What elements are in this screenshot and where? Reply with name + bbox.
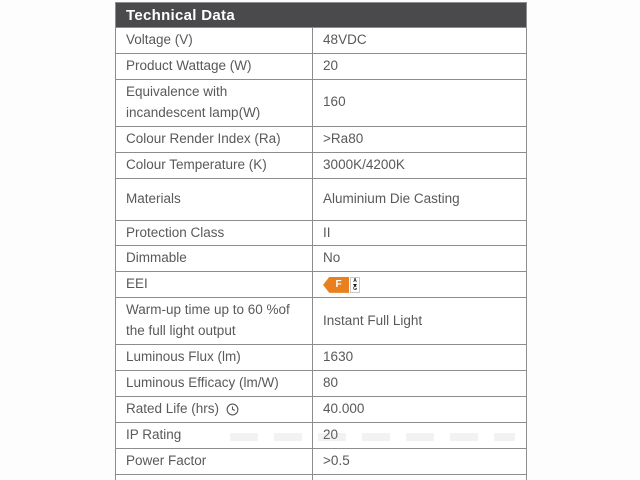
spec-label: Rated Life (hrs) [126,400,220,416]
spec-value: 1630 [323,349,354,365]
spec-label-cell: Protection Class [116,220,314,246]
spec-value-cell: 35° [313,475,526,480]
spec-value-cell: 1630 [313,345,526,370]
spec-value-cell: 80 [313,371,526,396]
spec-value: 40.000 [323,400,365,416]
spec-value-cell: >Ra80 [313,127,526,152]
table-row: Luminous Flux (lm) 1630 [116,345,526,372]
spec-label-cell: Luminous Efficacy (lm/W) [116,371,314,396]
spec-value-cell: 20 [313,54,526,79]
spec-label: Product Wattage (W) [126,57,252,73]
table-row: Warm-up time up to 60 %of the full light… [116,298,526,346]
table-row: Colour Render Index (Ra) >Ra80 [116,126,526,153]
spec-value-cell: 20 [313,423,526,448]
table-row: EEI F A G [116,272,526,299]
spec-value: 3000K/4200K [323,156,405,172]
spec-label-cell: Beam Angle [116,474,314,480]
spec-value: >Ra80 [323,130,364,146]
spec-value-cell: Aluminium Die Casting [313,179,526,220]
spec-value: >0.5 [323,452,350,468]
table-row: Materials Aluminium Die Casting [116,178,526,221]
table-row: Power Factor >0.5 [116,448,526,475]
spec-value-cell: No [313,246,526,271]
spec-label: Power Factor [126,452,207,468]
table-title: Technical Data [126,6,235,24]
spec-label-cell: Luminous Flux (lm) [116,345,314,371]
spec-label-cell: Power Factor [116,448,314,474]
table-row: Luminous Efficacy (lm/W) 80 [116,371,526,397]
table-row: IP Rating 20 [116,422,526,449]
spec-label: IP Rating [126,426,182,442]
spec-label: Colour Temperature (K) [126,156,267,172]
spec-label: Luminous Efficacy (lm/W) [126,375,279,391]
table-body: Voltage (V) 48VDC Product Wattage (W) 20 Equ… [116,28,526,480]
table-row: Protection Class II [116,220,526,247]
spec-label-cell: Equivalence with incandescent lamp(W) [116,79,314,126]
energy-class-letter: F [323,276,350,293]
spec-label: Materials [126,190,181,206]
spec-label-cell: Materials [116,178,314,220]
spec-value-cell: 160 [313,80,526,126]
spec-value-cell: Instant Full Light [313,298,526,344]
spec-value: 35° [323,477,343,480]
spec-label-cell: Voltage (V) [116,28,314,53]
spec-label: Equivalence with incandescent lamp(W) [126,83,261,120]
spec-label-cell: Colour Render Index (Ra) [116,126,314,152]
spec-value: Aluminium Die Casting [323,190,460,206]
energy-scale-bottom: G [353,285,357,292]
energy-scale-top: A [353,277,357,284]
spec-value: 160 [323,94,346,110]
table-row: Voltage (V) 48VDC [116,28,526,54]
table-row: Beam Angle 35° [116,474,526,480]
spec-label: Voltage (V) [126,32,193,47]
spec-label-cell: EEI [116,272,314,298]
spec-label-cell: Colour Temperature (K) [116,152,314,178]
spec-label: Protection Class [126,224,225,240]
spec-label: Luminous Flux (lm) [126,349,241,365]
spec-value: 80 [323,375,339,391]
table-row: Product Wattage (W) 20 [116,53,526,80]
spec-label-cell: Rated Life (hrs) [116,396,314,422]
spec-label-cell: Warm-up time up to 60 %of the full light… [116,298,314,345]
spec-label: Beam Angle [126,477,199,480]
spec-label-cell: IP Rating [116,422,314,448]
table-row: Colour Temperature (K) 3000K/4200K [116,152,526,179]
spec-label-cell: Dimmable [116,246,314,272]
spec-label: Dimmable [126,250,187,266]
spec-value: II [323,224,331,240]
technical-data-table: Technical Data Voltage (V) 48VDC Product W… [115,2,527,480]
clock-icon [226,403,239,416]
table-row: Dimmable No [116,246,526,273]
scale-arrow-icon [353,283,358,287]
spec-value: Instant Full Light [323,312,423,328]
table-row: Equivalence with incandescent lamp(W) 160 [116,79,526,127]
table-row: Rated Life (hrs) 40.000 [116,396,526,423]
table-header: Technical Data [116,3,526,28]
spec-value: 20 [323,426,339,442]
spec-label: Colour Render Index (Ra) [126,130,281,146]
spec-label-cell: Product Wattage (W) [116,53,314,79]
spec-value: 20 [323,57,339,73]
spec-value-cell: >0.5 [313,449,526,474]
spec-label: EEI [126,276,148,292]
spec-value: No [323,250,341,266]
spec-value-cell: 48VDC [313,28,526,53]
spec-value: 48VDC [323,32,367,47]
spec-label: Warm-up time up to 60 %of the full light… [126,302,290,339]
spec-value-cell: II [313,221,526,246]
spec-value-cell: 3000K/4200K [313,153,526,178]
spec-value-cell: 40.000 [313,397,526,422]
